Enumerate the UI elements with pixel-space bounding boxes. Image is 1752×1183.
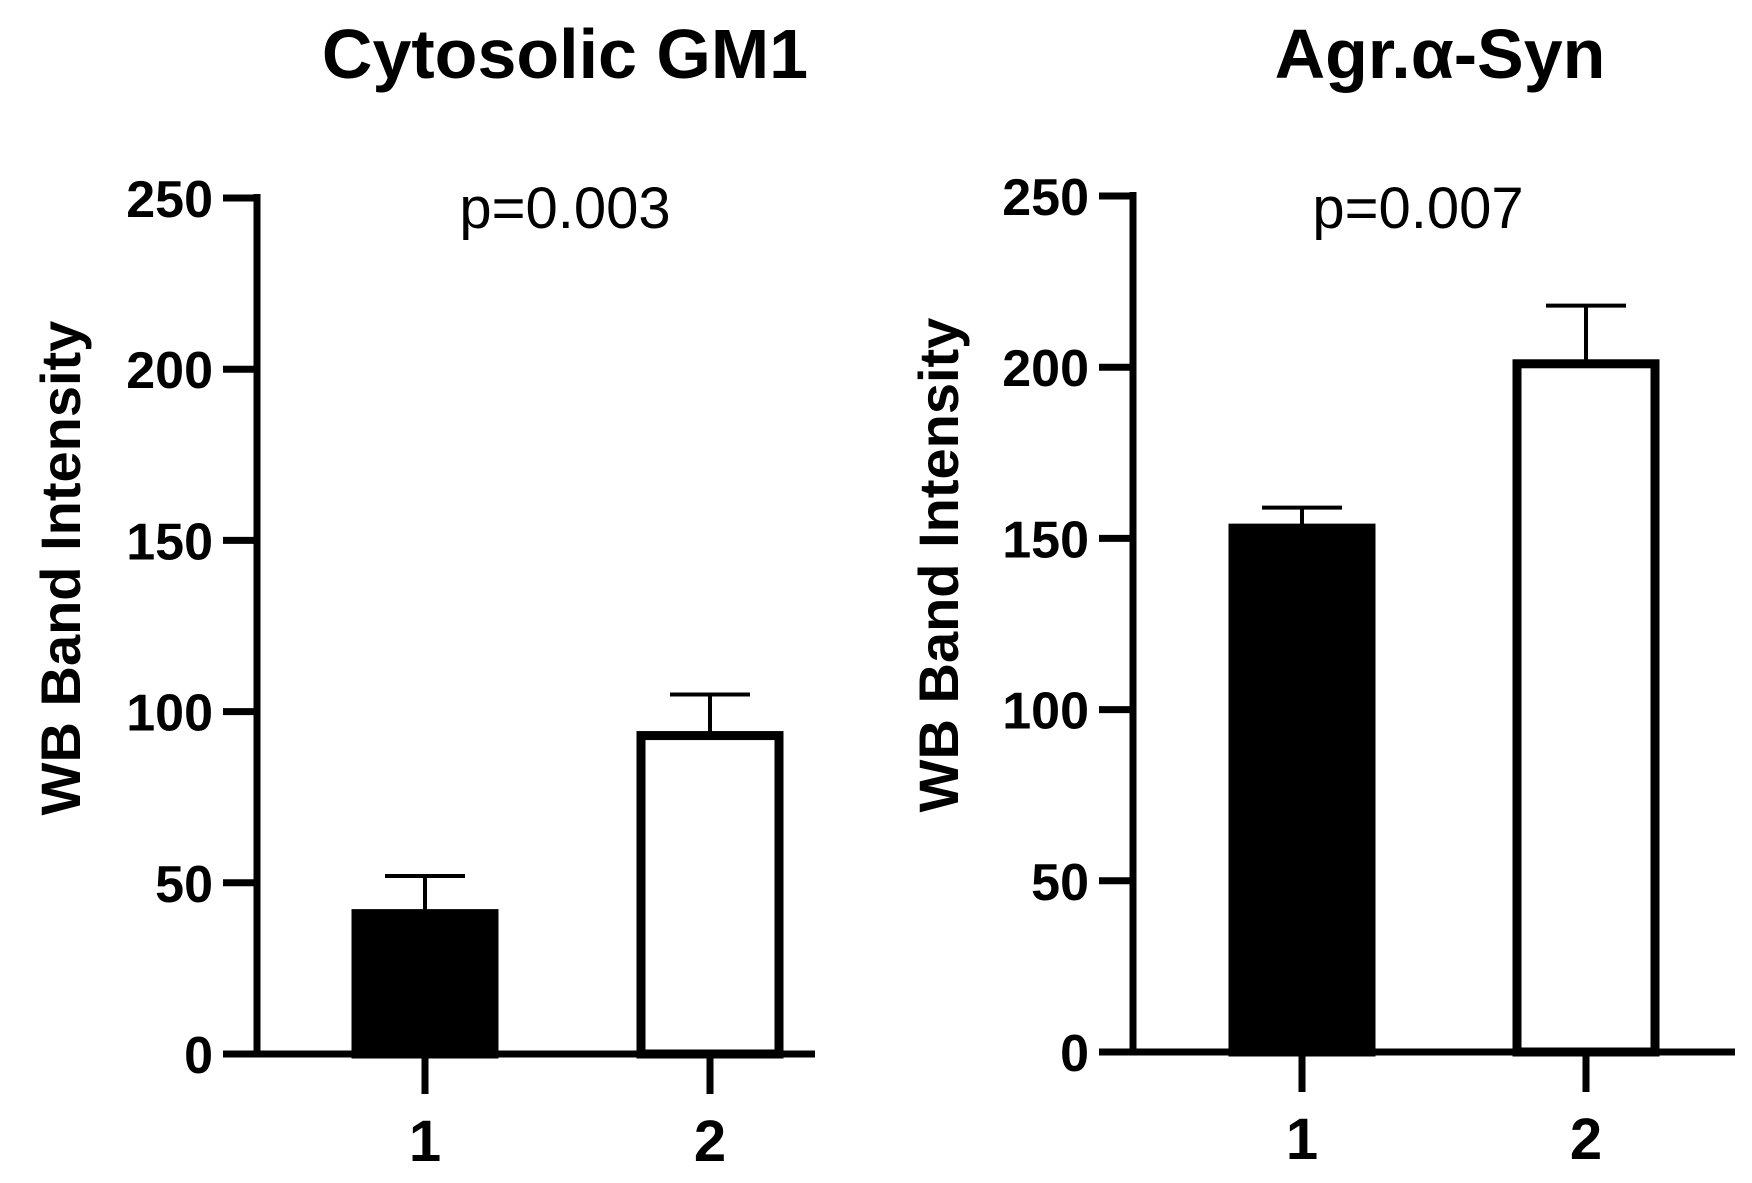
bar-2 — [1512, 359, 1660, 1057]
chart-panel-agr-alpha-syn: Agr.α-Syn WB Band Intensity p=0.007 0 50 1… — [907, 15, 1735, 1172]
y-tick-label: 0 — [1060, 1025, 1089, 1083]
p-value-annotation: p=0.007 — [1312, 176, 1523, 241]
y-tick-label: 100 — [126, 685, 213, 743]
y-tick-label: 100 — [1002, 683, 1089, 741]
y-tick-label: 150 — [126, 513, 213, 571]
x-tick-label: 2 — [1570, 1107, 1602, 1172]
y-tick-label: 250 — [126, 171, 213, 229]
y-tick-label: 200 — [1002, 340, 1089, 398]
y-tick-label: 150 — [1002, 511, 1089, 569]
y-tick-label: 0 — [184, 1027, 213, 1085]
x-tick-label: 1 — [1286, 1107, 1318, 1172]
x-tick-label: 2 — [694, 1109, 726, 1174]
chart-title: Cytosolic GM1 — [322, 15, 808, 93]
chart-panel-cytosolic-gm1: Cytosolic GM1 WB Band Intensity p=0.003 … — [29, 15, 815, 1174]
bar-1 — [1228, 523, 1376, 1057]
y-axis-label: WB Band Intensity — [907, 318, 970, 813]
y-tick-label: 50 — [1031, 854, 1089, 912]
y-tick-label: 250 — [1002, 169, 1089, 227]
bar-2 — [636, 731, 784, 1059]
y-tick-label: 200 — [126, 342, 213, 400]
y-axis-label: WB Band Intensity — [29, 321, 92, 816]
y-tick-label: 50 — [155, 856, 213, 914]
x-tick-label: 1 — [409, 1109, 441, 1174]
chart-marks: 0 50 100 150 200 250 1 2 — [1002, 169, 1735, 1172]
chart-marks: 0 50 100 150 200 250 1 2 — [126, 171, 815, 1174]
chart-title: Agr.α-Syn — [1275, 15, 1606, 93]
bar-1 — [351, 909, 499, 1059]
p-value-annotation: p=0.003 — [459, 176, 670, 241]
